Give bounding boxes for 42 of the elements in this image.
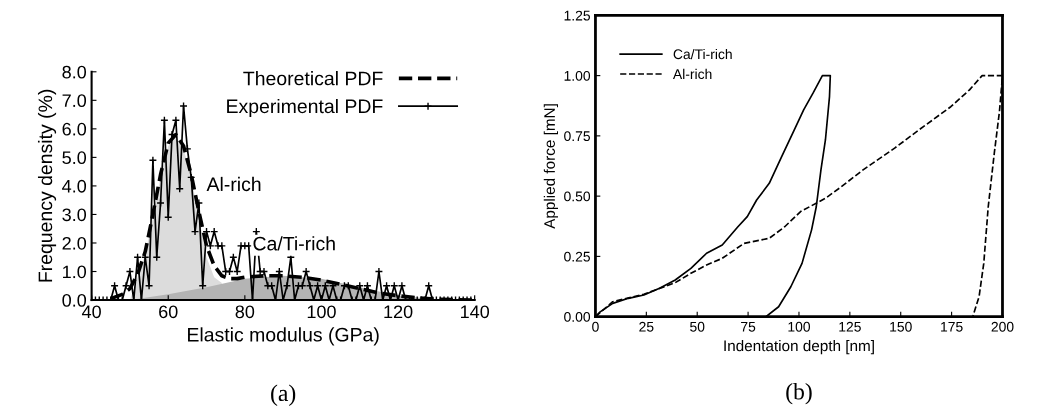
legend-label: Theoretical PDF xyxy=(243,71,383,86)
y-tick-label: 1.0 xyxy=(63,265,87,279)
annotation: Ca/Ti-rich xyxy=(253,236,335,251)
x-tick-label: 25 xyxy=(639,321,654,332)
legend-label: Experimental PDF xyxy=(227,98,383,118)
y-tick-label: 0.00 xyxy=(564,311,591,322)
x-tick-label: 100 xyxy=(788,321,811,332)
y-tick-label: 0.50 xyxy=(564,191,591,202)
y-axis-title: Frequency density (%) xyxy=(37,89,57,282)
x-tick-label: 140 xyxy=(461,305,490,319)
y-tick-label: 3.0 xyxy=(62,208,87,222)
x-tick-label: 40 xyxy=(81,305,101,319)
text: (a) xyxy=(271,384,296,406)
x-axis-title: Elastic modulus (GPa) xyxy=(188,327,379,346)
x-tick-label: 75 xyxy=(741,322,756,332)
y-tick-label: 1.00 xyxy=(564,70,591,81)
x-tick-label: 200 xyxy=(991,321,1014,332)
legend-label: Al-rich xyxy=(672,68,712,80)
x-tick-label: 175 xyxy=(941,322,963,332)
y-tick-label: 0.25 xyxy=(564,251,591,262)
y-tick-label: 5.0 xyxy=(62,151,87,165)
y-tick-label: 1.25 xyxy=(564,10,591,21)
x-tick-label: 80 xyxy=(235,305,255,319)
y-axis-title: Applied force [mN] xyxy=(543,104,559,229)
x-tick-label: 0 xyxy=(592,321,599,332)
y-tick-label: 0.75 xyxy=(564,131,591,142)
x-tick-label: 50 xyxy=(690,321,705,332)
y-tick-label: 8.0 xyxy=(62,65,87,79)
x-tick-label: 100 xyxy=(307,305,336,319)
x-tick-label: 120 xyxy=(384,305,413,319)
y-tick-label: 0.0 xyxy=(62,293,87,307)
x-tick-label: 125 xyxy=(839,321,861,332)
y-tick-label: 6.0 xyxy=(62,122,87,136)
x-tick-label: 60 xyxy=(159,305,178,319)
text: (b) xyxy=(786,382,812,405)
x-axis-title: Indentation depth [nm] xyxy=(724,340,874,355)
y-tick-label: 4.0 xyxy=(62,179,87,193)
y-tick-label: 2.0 xyxy=(62,236,87,250)
legend-label: Ca/Ti-rich xyxy=(673,48,732,60)
x-tick-label: 150 xyxy=(890,321,912,332)
y-tick-label: 7.0 xyxy=(62,94,87,108)
annotation: Al-rich xyxy=(206,176,261,192)
